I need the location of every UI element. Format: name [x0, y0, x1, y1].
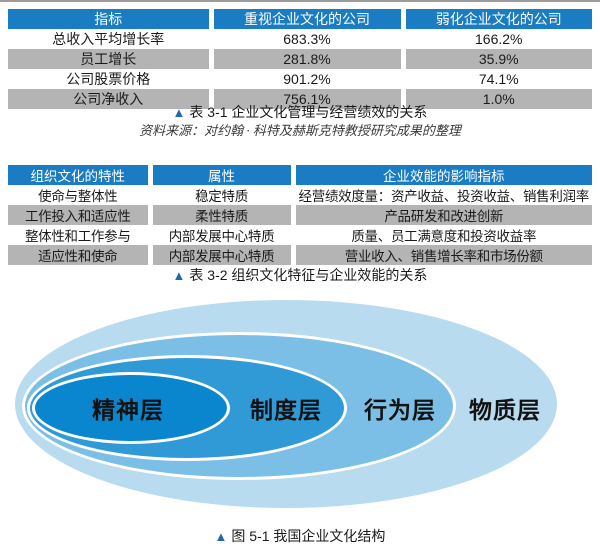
column-header: 重视企业文化的公司 — [208, 9, 403, 29]
table-row: 公司股票价格 901.2% 74.1% — [8, 69, 592, 89]
table2-caption-text: 表 3-2 组织文化特征与企业效能的关系 — [189, 267, 428, 283]
header-row: 组织文化的特性 属性 企业效能的影响指标 — [8, 165, 592, 185]
figure-caption: ▲ 图 5-1 我国企业文化结构 — [0, 527, 600, 546]
table-row: 总收入平均增长率 683.3% 166.2% — [8, 29, 592, 49]
table-row: 使命与整体性 稳定特质 经营绩效度量：资产收益、投资收益、销售利润率 — [8, 185, 592, 205]
ellipse-spirit-layer — [32, 372, 230, 444]
column-header: 指标 — [8, 9, 211, 29]
table-cell: 内部发展中心特质 — [147, 225, 293, 245]
table-cell: 员工增长 — [8, 49, 211, 69]
table-cell: 营业收入、销售增长率和市场份额 — [290, 245, 592, 265]
table-cell: 281.8% — [208, 49, 403, 69]
table-cell: 35.9% — [400, 49, 592, 69]
label-spirit-layer: 精神层 — [92, 397, 164, 423]
table-cell: 稳定特质 — [147, 185, 293, 205]
column-header: 弱化企业文化的公司 — [400, 9, 592, 29]
table-cell: 683.3% — [208, 29, 403, 49]
column-header: 企业效能的影响指标 — [290, 165, 592, 185]
table-row: 适应性和使命 内部发展中心特质 营业收入、销售增长率和市场份额 — [8, 245, 592, 265]
column-header: 属性 — [147, 165, 293, 185]
page-top-divider — [0, 0, 600, 2]
table-row: 工作投入和适应性 柔性特质 产品研发和改进创新 — [8, 205, 592, 225]
table-cell: 整体性和工作参与 — [8, 225, 150, 245]
table-cell: 总收入平均增长率 — [8, 29, 211, 49]
caption-triangle-icon: ▲ — [172, 105, 186, 120]
table-cell: 1.0% — [400, 89, 592, 109]
table-cell: 质量、员工满意度和投资收益率 — [290, 225, 592, 245]
table1-caption: ▲ 表 3-1 企业文化管理与经营绩效的关系 — [0, 103, 600, 122]
table2-caption: ▲ 表 3-2 组织文化特征与企业效能的关系 — [0, 266, 600, 285]
table-culture-vs-performance: 指标 重视企业文化的公司 弱化企业文化的公司 总收入平均增长率 683.3% 166.2%… — [8, 9, 592, 109]
table-cell: 柔性特质 — [147, 205, 293, 225]
table-cell: 内部发展中心特质 — [147, 245, 293, 265]
table-cell: 901.2% — [208, 69, 403, 89]
label-system-layer: 制度层 — [250, 397, 322, 423]
label-behavior-layer: 行为层 — [364, 397, 436, 423]
table1-caption-text: 表 3-1 企业文化管理与经营绩效的关系 — [189, 104, 428, 120]
label-material-layer: 物质层 — [469, 397, 541, 423]
table-cell: 工作投入和适应性 — [8, 205, 150, 225]
table-cell: 公司净收入 — [8, 89, 211, 109]
table-culture-traits-vs-effectiveness: 组织文化的特性 属性 企业效能的影响指标 使命与整体性 稳定特质 经营绩效度量：资产收益、… — [8, 165, 592, 265]
table-cell: 经营绩效度量：资产收益、投资收益、销售利润率 — [290, 185, 592, 205]
table-cell: 使命与整体性 — [8, 185, 150, 205]
table-row: 整体性和工作参与 内部发展中心特质 质量、员工满意度和投资收益率 — [8, 225, 592, 245]
table-cell: 74.1% — [400, 69, 592, 89]
table-cell: 产品研发和改进创新 — [290, 205, 592, 225]
table-cell: 公司股票价格 — [8, 69, 211, 89]
caption-triangle-icon: ▲ — [172, 268, 186, 283]
figure-caption-text: 图 5-1 我国企业文化结构 — [231, 528, 386, 544]
caption-triangle-icon: ▲ — [214, 529, 228, 544]
column-header: 组织文化的特性 — [8, 165, 150, 185]
table-cell: 756.1% — [208, 89, 403, 109]
table-row: 员工增长 281.8% 35.9% — [8, 49, 592, 69]
table-cell: 适应性和使命 — [8, 245, 150, 265]
header-row: 指标 重视企业文化的公司 弱化企业文化的公司 — [8, 9, 592, 29]
table-row: 公司净收入 756.1% 1.0% — [8, 89, 592, 109]
table-cell: 166.2% — [400, 29, 592, 49]
table1-source-note: 资料来源：对约翰 · 科特及赫斯克特教授研究成果的整理 — [139, 123, 461, 138]
